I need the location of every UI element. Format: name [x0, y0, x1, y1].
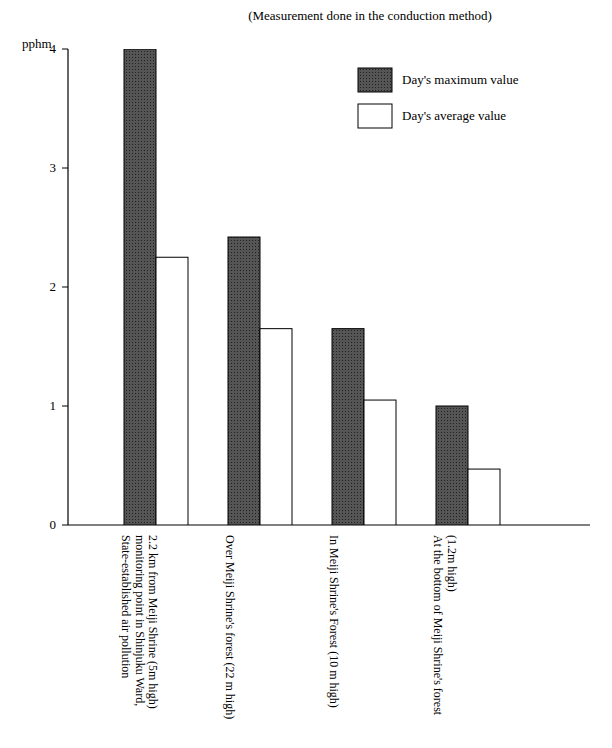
y-tick-label: 4 — [50, 41, 57, 56]
title: (Measurement done in the conduction meth… — [248, 8, 492, 23]
y-tick-label: 0 — [50, 517, 57, 532]
x-tick-label: Over Meiji Shrine's forest (22 m high) — [223, 535, 237, 719]
label-line: 2.2 km from Meiji Shrine (5m high) — [146, 535, 160, 709]
bar — [156, 257, 188, 525]
y-tick — [62, 525, 68, 526]
y-tick-label: 1 — [50, 398, 57, 413]
legend-label: Day's average value — [402, 108, 506, 123]
bar — [332, 329, 364, 525]
bar — [468, 469, 500, 525]
legend-label: Day's maximum value — [402, 72, 519, 87]
y-tick — [62, 406, 68, 407]
y-tick-label: 2 — [50, 279, 57, 294]
y-tick — [62, 49, 68, 50]
chart: (Measurement done in the conduction meth… — [0, 0, 612, 748]
bar — [228, 237, 260, 525]
y-tick — [62, 287, 68, 288]
label-line: (1.2m high) — [445, 535, 459, 592]
legend-swatch — [358, 68, 392, 92]
label-line: monitoring point in Shinjuku Ward, — [133, 535, 147, 706]
x-tick-label: State-established air pollutionmonitorin… — [119, 535, 160, 709]
y-tick — [62, 168, 68, 169]
x-tick-label: In Meiji Shrine's Forest (10 m high) — [327, 535, 341, 708]
label-line: At the bottom of Meiji Shrine's forest — [431, 535, 445, 716]
x-tick-label: At the bottom of Meiji Shrine's forest(1… — [431, 535, 459, 716]
y-tick-label: 3 — [50, 160, 57, 175]
y-label: pphm — [22, 36, 52, 51]
bar — [260, 329, 292, 525]
label-line: State-established air pollution — [119, 535, 133, 678]
bar — [124, 49, 156, 525]
label-line: In Meiji Shrine's Forest (10 m high) — [327, 535, 341, 708]
bar — [436, 406, 468, 525]
label-line: Over Meiji Shrine's forest (22 m high) — [223, 535, 237, 719]
bar — [364, 400, 396, 525]
legend-swatch — [358, 104, 392, 128]
